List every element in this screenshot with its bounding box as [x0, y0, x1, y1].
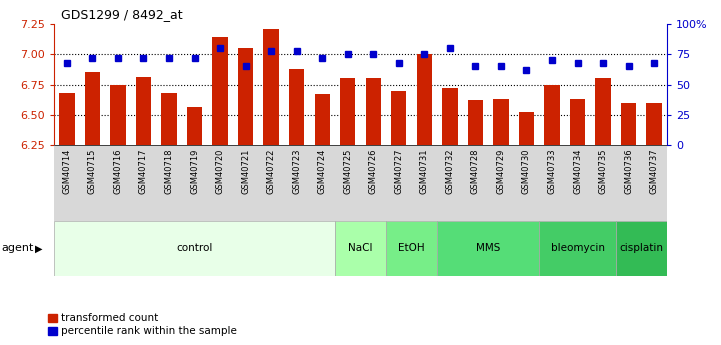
- Text: GSM40718: GSM40718: [164, 149, 174, 194]
- Text: GSM40725: GSM40725: [343, 149, 353, 194]
- Text: GSM40714: GSM40714: [62, 149, 71, 194]
- Text: GSM40723: GSM40723: [292, 149, 301, 194]
- Text: GSM40726: GSM40726: [368, 149, 378, 194]
- Bar: [85, 72, 100, 145]
- Bar: [539, 221, 616, 276]
- Text: GSM40732: GSM40732: [446, 149, 454, 194]
- Text: GSM40716: GSM40716: [113, 149, 123, 194]
- Text: GSM40736: GSM40736: [624, 149, 633, 194]
- Bar: [187, 108, 202, 145]
- Text: GSM40728: GSM40728: [471, 149, 480, 194]
- Text: GSM40737: GSM40737: [650, 149, 659, 194]
- Text: GSM40731: GSM40731: [420, 149, 429, 194]
- Text: GDS1299 / 8492_at: GDS1299 / 8492_at: [61, 8, 183, 21]
- Text: MMS: MMS: [476, 244, 500, 253]
- Bar: [59, 93, 74, 145]
- Bar: [616, 221, 667, 276]
- Bar: [110, 85, 125, 145]
- Bar: [493, 99, 508, 145]
- Text: ▶: ▶: [35, 244, 42, 253]
- Text: GSM40724: GSM40724: [318, 149, 327, 194]
- Text: GSM40734: GSM40734: [573, 149, 582, 194]
- Bar: [596, 78, 611, 145]
- Bar: [391, 90, 407, 145]
- Bar: [54, 221, 335, 276]
- Text: GSM40721: GSM40721: [241, 149, 250, 194]
- Bar: [366, 78, 381, 145]
- Text: GSM40720: GSM40720: [216, 149, 224, 194]
- Text: GSM40722: GSM40722: [267, 149, 275, 194]
- Bar: [621, 103, 637, 145]
- Bar: [213, 38, 228, 145]
- Bar: [417, 54, 432, 145]
- Text: GSM40730: GSM40730: [522, 149, 531, 194]
- Bar: [437, 221, 539, 276]
- Text: cisplatin: cisplatin: [619, 244, 663, 253]
- Bar: [468, 100, 483, 145]
- Text: control: control: [177, 244, 213, 253]
- Text: GSM40733: GSM40733: [547, 149, 557, 194]
- Bar: [544, 85, 559, 145]
- Text: agent: agent: [1, 244, 34, 253]
- Text: GSM40719: GSM40719: [190, 149, 199, 194]
- Bar: [570, 99, 585, 145]
- Text: GSM40729: GSM40729: [497, 149, 505, 194]
- Text: NaCl: NaCl: [348, 244, 373, 253]
- Text: GSM40717: GSM40717: [139, 149, 148, 194]
- Bar: [136, 77, 151, 145]
- Bar: [238, 48, 253, 145]
- Bar: [340, 78, 355, 145]
- Text: GSM40735: GSM40735: [598, 149, 608, 194]
- Text: GSM40715: GSM40715: [88, 149, 97, 194]
- Bar: [386, 221, 437, 276]
- Bar: [162, 93, 177, 145]
- Bar: [519, 112, 534, 145]
- Text: bleomycin: bleomycin: [551, 244, 604, 253]
- Bar: [442, 88, 458, 145]
- Bar: [314, 94, 329, 145]
- Text: EtOH: EtOH: [398, 244, 425, 253]
- Legend: transformed count, percentile rank within the sample: transformed count, percentile rank withi…: [48, 313, 236, 336]
- Bar: [263, 29, 279, 145]
- Text: GSM40727: GSM40727: [394, 149, 403, 194]
- Bar: [335, 221, 386, 276]
- Bar: [647, 103, 662, 145]
- Bar: [289, 69, 304, 145]
